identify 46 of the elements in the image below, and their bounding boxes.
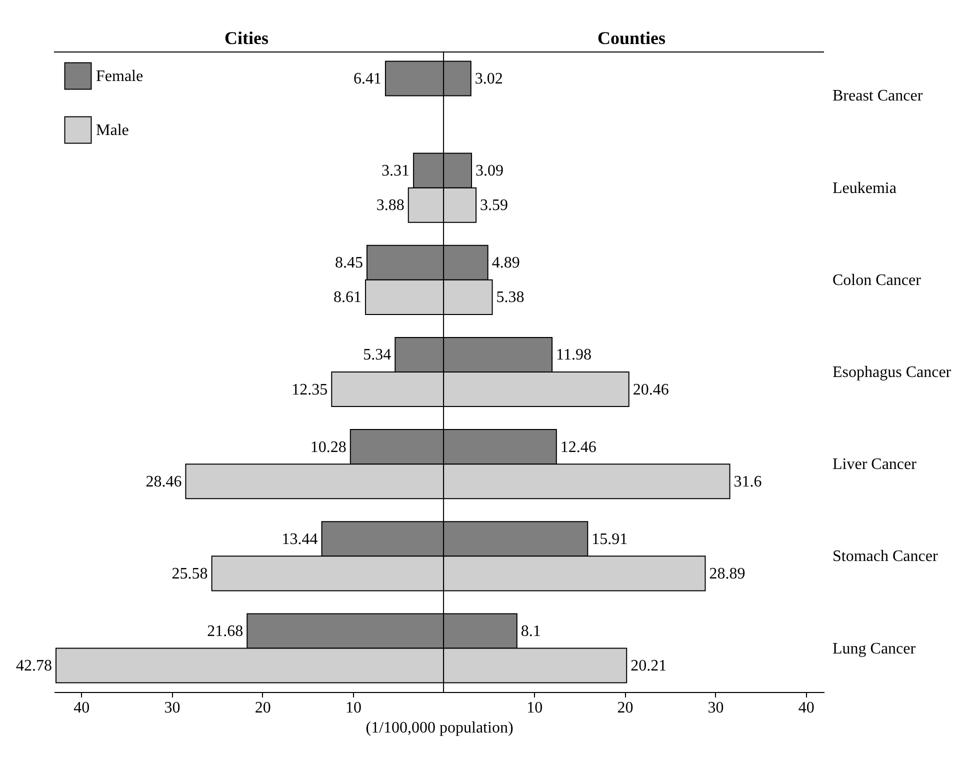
data-label: 28.46 <box>146 473 182 490</box>
x-tick-label: 10 <box>345 700 362 716</box>
y-tick-label: Colon Cancer <box>832 272 922 289</box>
data-label: 10.28 <box>310 438 346 456</box>
y-tick-label: Lung Cancer <box>832 640 916 658</box>
data-label: 28.89 <box>709 565 746 582</box>
data-label: 31.6 <box>734 473 762 490</box>
y-tick-label: Stomach Cancer <box>832 548 938 566</box>
data-label: 3.02 <box>474 70 503 88</box>
data-label: 42.78 <box>16 658 52 675</box>
y-tick-label: Esophagus Cancer <box>832 364 952 381</box>
y-tick-label: Liver Cancer <box>832 456 918 474</box>
data-label: 15.91 <box>592 530 628 548</box>
x-tick-label: 40 <box>798 700 814 716</box>
x-tick-label: 20 <box>617 700 634 716</box>
data-label: 3.88 <box>376 197 404 214</box>
data-label: 8.1 <box>520 622 541 640</box>
x-tick-label: 20 <box>254 700 271 716</box>
data-label: 20.46 <box>632 381 669 398</box>
text: Cities <box>224 28 268 48</box>
data-label: 21.68 <box>207 622 244 640</box>
data-label: 3.31 <box>382 162 410 180</box>
x-tick-label: 40 <box>74 700 90 716</box>
data-label: 25.58 <box>172 565 208 582</box>
data-label: 5.38 <box>496 289 524 306</box>
y-tick-label: Leukemia <box>832 180 896 197</box>
data-label: 5.34 <box>363 346 392 364</box>
legend-label: Female <box>96 68 144 85</box>
data-label: 13.44 <box>282 530 318 548</box>
data-label: 12.35 <box>292 381 328 398</box>
data-label: 20.21 <box>630 658 667 675</box>
data-label: 12.46 <box>560 438 596 456</box>
data-label: 8.45 <box>334 254 363 272</box>
data-label: 8.61 <box>334 289 362 306</box>
data-label: 4.89 <box>492 254 520 272</box>
x-tick-label: 30 <box>708 700 724 716</box>
x-tick-label: 10 <box>526 700 543 716</box>
data-label: 11.98 <box>556 346 592 364</box>
x-axis-title: (1/100,000 population) <box>366 720 514 736</box>
legend-label: Male <box>96 122 129 139</box>
data-label: 3.09 <box>476 162 504 180</box>
text: Counties <box>597 28 666 48</box>
data-label: 3.59 <box>480 197 508 214</box>
y-tick-label: Breast Cancer <box>832 88 924 105</box>
x-tick-label: 30 <box>164 700 180 716</box>
data-label: 6.41 <box>353 70 382 88</box>
